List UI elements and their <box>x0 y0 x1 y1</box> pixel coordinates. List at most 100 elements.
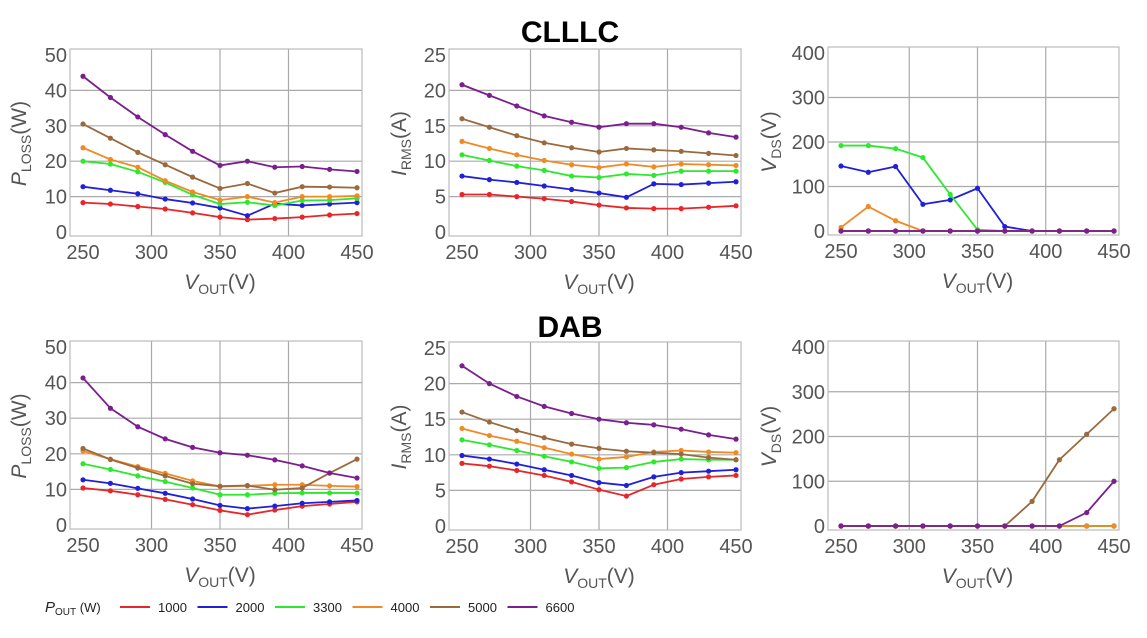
data-point <box>459 460 465 466</box>
data-point <box>190 189 196 195</box>
x-axis-label-symbol: V <box>184 271 200 294</box>
data-point <box>80 477 86 483</box>
data-point <box>974 228 981 234</box>
data-point <box>135 473 141 479</box>
data-point <box>327 483 333 489</box>
data-point <box>327 212 333 218</box>
data-point <box>569 410 575 417</box>
x-tick-label: 250 <box>824 536 857 558</box>
data-point <box>651 422 657 428</box>
y-axis-label: IRMS(A) <box>388 405 414 470</box>
panel-2: 250 300 350 400 450 0 5 10 15 20 25 VOUT(V) IRMS(A) <box>388 45 753 297</box>
data-point <box>541 113 547 119</box>
data-point <box>706 432 712 438</box>
data-point <box>80 121 86 127</box>
data-point <box>733 203 739 209</box>
data-point <box>1029 498 1035 504</box>
data-point <box>486 177 492 183</box>
x-tick-label: 400 <box>272 535 305 557</box>
data-point <box>459 116 465 122</box>
data-point <box>486 191 492 198</box>
data-point <box>190 210 196 216</box>
data-point <box>569 451 575 457</box>
data-point <box>541 140 547 146</box>
x-axis-label-symbol: V <box>942 565 958 588</box>
y-tick-label: 10 <box>424 445 446 467</box>
y-tick-label: 0 <box>814 221 825 243</box>
data-point <box>244 452 250 458</box>
data-point <box>651 459 657 465</box>
data-point <box>678 451 684 457</box>
data-point <box>651 172 657 178</box>
data-point <box>217 197 223 203</box>
data-point <box>1084 509 1090 516</box>
data-point <box>107 405 113 411</box>
data-point <box>327 201 333 207</box>
data-point <box>974 185 981 191</box>
data-point <box>596 149 602 155</box>
legend: POUT (W) 1000 2000 3300 4000 5000 6600 <box>45 599 574 618</box>
data-point <box>162 478 168 485</box>
data-point <box>514 103 520 109</box>
series-1000 <box>459 460 739 499</box>
data-point <box>107 187 113 193</box>
x-axis-label-unit: (V) <box>985 565 1013 588</box>
data-point <box>1111 523 1117 529</box>
data-point <box>947 228 953 234</box>
data-point <box>1002 228 1008 234</box>
series-3300 <box>80 461 360 498</box>
data-point <box>596 479 602 486</box>
data-point <box>623 420 630 426</box>
data-point <box>623 454 630 460</box>
data-point <box>107 480 113 486</box>
x-axis-label: VOUT(V) <box>942 565 1014 591</box>
data-point <box>299 490 305 496</box>
data-point <box>569 145 575 151</box>
data-point <box>569 479 575 485</box>
data-point <box>514 447 520 454</box>
y-tick-label: 20 <box>45 151 67 173</box>
data-point <box>459 138 465 144</box>
y-tick-label: 15 <box>424 116 446 138</box>
data-point <box>327 470 333 476</box>
data-point <box>651 482 657 488</box>
y-axis-label-subscript: RMS <box>398 139 414 170</box>
data-point <box>486 157 492 164</box>
x-tick-label: 350 <box>582 536 615 558</box>
data-point <box>514 179 520 186</box>
data-point <box>486 92 492 98</box>
data-point <box>706 204 712 210</box>
data-point <box>272 487 278 493</box>
plot-frame <box>448 341 742 531</box>
data-point <box>678 476 684 482</box>
data-point <box>135 465 141 471</box>
data-point <box>678 426 684 432</box>
data-point <box>486 442 492 448</box>
data-point <box>1002 223 1008 230</box>
data-point <box>459 152 465 158</box>
data-point <box>459 363 465 369</box>
data-point <box>107 156 113 163</box>
data-point <box>678 470 684 476</box>
data-point <box>865 142 871 149</box>
data-point <box>190 444 196 450</box>
x-tick-label: 400 <box>1029 536 1062 558</box>
data-point <box>190 502 196 508</box>
data-point <box>272 507 278 513</box>
series-5000 <box>459 116 739 159</box>
data-point <box>162 496 168 502</box>
data-point <box>217 507 223 514</box>
data-point <box>135 424 141 430</box>
data-point <box>514 427 520 434</box>
y-tick-label: 5 <box>435 187 446 209</box>
data-point <box>569 162 575 168</box>
data-point <box>190 485 196 491</box>
data-point <box>651 121 657 127</box>
data-point <box>486 432 492 439</box>
data-point <box>190 496 196 502</box>
x-tick-label: 250 <box>445 536 478 558</box>
legend-title: POUT (W) <box>45 599 101 618</box>
data-point <box>217 492 223 498</box>
data-point <box>651 474 657 480</box>
data-point <box>569 119 575 125</box>
